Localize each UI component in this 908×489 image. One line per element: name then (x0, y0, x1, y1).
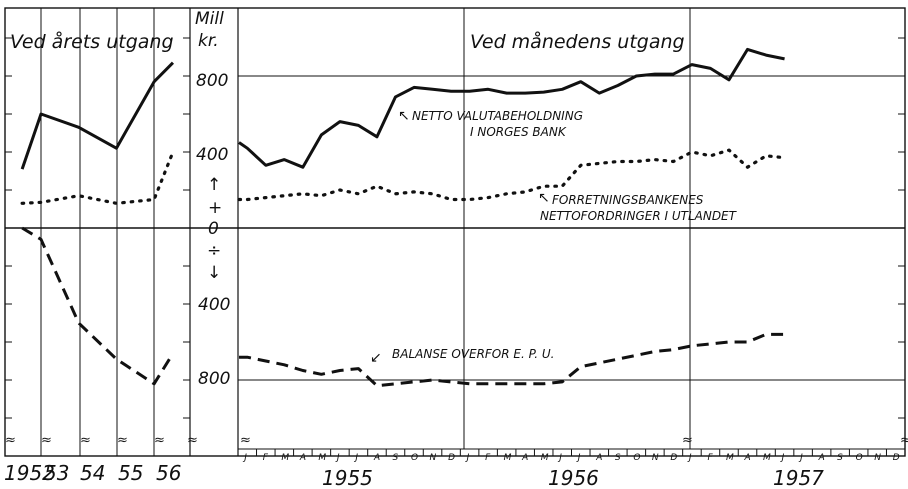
left-series-line-dotted (20, 150, 175, 205)
left-year-label: 56 (156, 461, 181, 485)
year-label: 1955 (322, 466, 373, 489)
minus-label: ÷ (207, 241, 221, 261)
month-tick-label: A (521, 453, 528, 463)
axis-break-mark: ≈ (117, 433, 128, 448)
month-tick-label: F (263, 453, 269, 463)
arrow-down-icon: ↓ (207, 263, 221, 283)
month-tick-label: M (763, 453, 771, 463)
month-tick-label: D (448, 453, 455, 463)
month-tick-label: M (504, 453, 512, 463)
zero-label: 0 (208, 219, 219, 239)
axis-break-mark: ≈ (5, 433, 16, 448)
tick-label-800-top: 800 (196, 71, 228, 91)
series2-label-line2: NETTOFORDRINGER I UTLANDET (540, 209, 738, 223)
left-series-line-solid (20, 61, 175, 170)
series1-label-line1: NETTO VALUTABEHOLDNING (412, 109, 583, 123)
year-label: 1957 (773, 466, 824, 489)
month-tick-label: J (780, 453, 785, 463)
month-tick-label: F (485, 453, 491, 463)
right-series-line-3 (239, 332, 785, 388)
left-year-label: 55 (118, 461, 143, 485)
month-tick-label: M (318, 453, 326, 463)
annotation-arrow-icon: ↙ (370, 350, 382, 366)
month-tick-label: O (633, 453, 640, 463)
month-tick-label: J (353, 453, 358, 463)
arrow-up-icon: ↑ (207, 175, 221, 195)
month-tick-label: S (392, 453, 398, 463)
year-label: 1956 (548, 466, 599, 489)
axis-break-mark: ≈ (682, 433, 693, 448)
month-tick-label: J (798, 453, 803, 463)
tick-label-800-bottom: 800 (198, 369, 230, 389)
axis-break-mark: ≈ (900, 433, 908, 448)
x-axis-labels: J F M A M J J A S O N D J F M A M J J A S O N D J F M A M J J A S O N D1955… (4, 433, 908, 489)
month-tick-label: A (818, 453, 825, 463)
month-tick-label: D (670, 453, 677, 463)
right-panel-title: Ved månedens utgang (470, 30, 685, 53)
month-tick-label: J (242, 453, 247, 463)
month-tick-label: J (335, 453, 340, 463)
month-tick-label: J (687, 453, 692, 463)
month-tick-label: N (874, 453, 881, 463)
axis-break-mark: ≈ (41, 433, 52, 448)
month-tick-label: J (576, 453, 581, 463)
axis-break-mark: ≈ (187, 433, 198, 448)
axis-break-mark: ≈ (240, 433, 251, 448)
tick-label-400-top: 400 (196, 145, 228, 165)
grid (5, 8, 905, 456)
left-year-label: 54 (80, 461, 105, 485)
left-panel-title: Ved årets utgang (10, 30, 174, 53)
left-year-label: 1952 (4, 461, 55, 485)
month-tick-label: A (744, 453, 751, 463)
month-tick-label: A (595, 453, 602, 463)
month-tick-label: A (299, 453, 306, 463)
unit-label-kr: kr. (198, 31, 219, 51)
series2-label-line1: FORRETNINGSBANKENES (552, 193, 704, 207)
month-tick-label: D (893, 453, 900, 463)
plus-label: + (208, 198, 222, 218)
month-tick-label: M (726, 453, 734, 463)
series1-label-line2: I NORGES BANK (470, 125, 567, 139)
month-tick-label: S (837, 453, 843, 463)
axis-break-mark: ≈ (154, 433, 165, 448)
month-tick-label: N (430, 453, 437, 463)
series-lines (20, 47, 787, 388)
unit-label-mill: Mill (195, 9, 224, 29)
tick-marks (5, 37, 905, 419)
left-year-label: 53 (44, 461, 69, 485)
right-series-line-2 (237, 148, 787, 202)
month-tick-label: O (411, 453, 418, 463)
chart-frame (4, 7, 906, 457)
month-tick-label: J (465, 453, 470, 463)
right-series-line-1 (238, 47, 785, 169)
month-tick-label: A (373, 453, 380, 463)
month-tick-label: O (856, 453, 863, 463)
month-tick-label: M (281, 453, 289, 463)
month-tick-label: N (652, 453, 659, 463)
left-series-line-dashed (21, 226, 175, 386)
month-tick-label: S (615, 453, 621, 463)
annotation-arrow-icon: ↖ (398, 108, 410, 124)
month-tick-label: F (707, 453, 713, 463)
axis-break-mark: ≈ (80, 433, 91, 448)
tick-label-400-bottom: 400 (198, 295, 230, 315)
annotation-arrow-icon: ↖ (538, 190, 550, 206)
month-tick-label: M (541, 453, 549, 463)
month-tick-label: J (557, 453, 562, 463)
series3-label: BALANSE OVERFOR E. P. U. (392, 347, 554, 361)
